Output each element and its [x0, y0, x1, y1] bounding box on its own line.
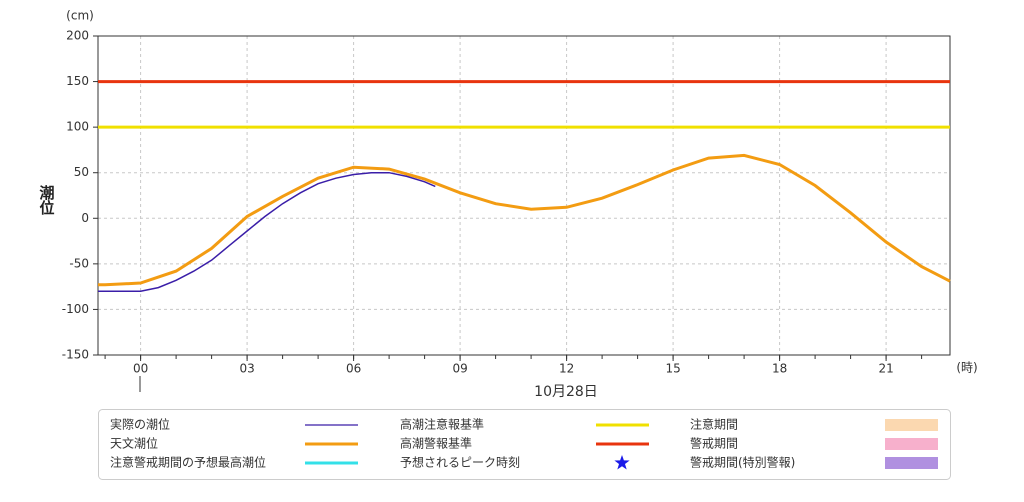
y-tick-label: 0 — [81, 211, 89, 225]
x-tick-label: 18 — [772, 362, 787, 376]
y-tick-label: -50 — [69, 256, 89, 270]
legend-swatch — [614, 455, 630, 470]
legend-label: 高潮警報基準 — [400, 436, 472, 451]
x-tick-label: 09 — [452, 362, 467, 376]
series-line — [98, 171, 436, 292]
x-tick-label: 00 — [133, 362, 148, 376]
y-tick-label: 50 — [74, 165, 89, 179]
y-axis-label: 潮位 — [38, 184, 56, 215]
legend-label: 注意警戒期間の予想最高潮位 — [110, 455, 266, 470]
legend-label: 注意期間 — [690, 417, 738, 432]
x-unit: (時) — [956, 361, 977, 375]
legend-label: 予想されるピーク時刻 — [400, 455, 520, 470]
series-line — [98, 153, 951, 287]
x-tick-label: 15 — [665, 362, 680, 376]
plot-border — [97, 35, 951, 356]
x-axis-title: 10月28日 — [534, 384, 598, 400]
y-tick-label: 150 — [66, 74, 89, 88]
x-tick-label: 03 — [239, 362, 254, 376]
legend-label: 高潮注意報基準 — [400, 417, 484, 432]
x-tick-label: 21 — [878, 362, 893, 376]
y-tick-label: 200 — [66, 29, 89, 43]
y-tick-label: -150 — [62, 348, 89, 362]
legend-label: 天文潮位 — [110, 436, 158, 451]
y-tick-label: 100 — [66, 120, 89, 134]
y-tick-label: -100 — [62, 302, 89, 316]
legend-label: 警戒期間(特別警報) — [690, 455, 795, 470]
x-tick-label: 06 — [346, 362, 361, 376]
legend-swatch — [885, 419, 938, 431]
legend-label: 警戒期間 — [690, 436, 738, 451]
legend-swatch — [885, 438, 938, 450]
y-unit: (cm) — [66, 9, 94, 23]
x-tick-label: 12 — [559, 362, 574, 376]
legend-label: 実際の潮位 — [110, 417, 170, 432]
legend-swatch — [885, 457, 938, 469]
